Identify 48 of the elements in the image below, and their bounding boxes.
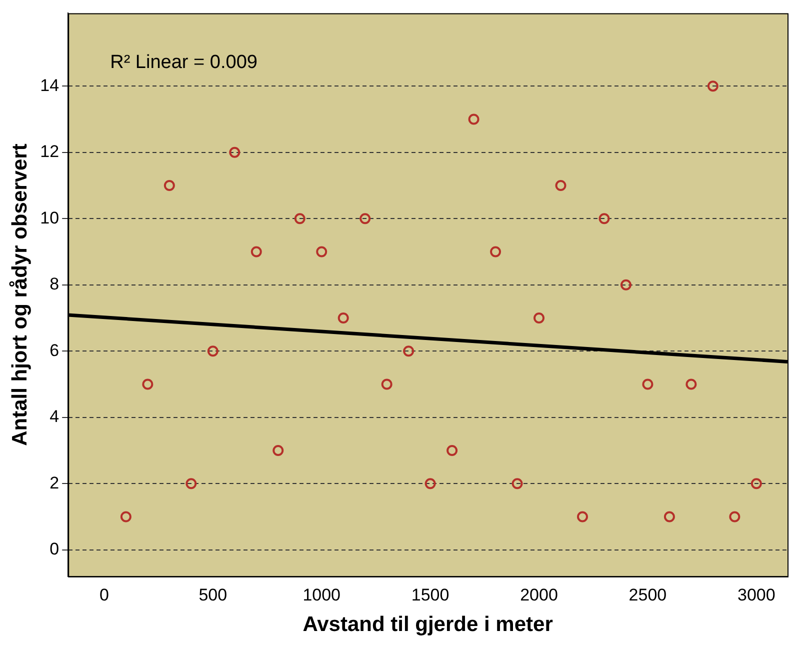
- point: [686, 378, 697, 390]
- point: [598, 213, 610, 224]
- point: [576, 511, 588, 522]
- y-tick-label: 14: [40, 76, 60, 95]
- x-tick-label: 1500: [411, 585, 450, 604]
- x-tick-label: 3000: [737, 585, 776, 604]
- point: [403, 346, 414, 357]
- y-tick-label: 10: [40, 208, 60, 228]
- y-tick-label: 2: [50, 473, 60, 492]
- x-tick-label: 2500: [628, 585, 667, 604]
- point: [294, 213, 306, 224]
- point: [490, 246, 502, 258]
- point: [338, 312, 349, 324]
- point: [707, 80, 718, 92]
- x-tick-label: 0: [99, 585, 109, 604]
- point: [142, 378, 154, 390]
- point: [750, 478, 762, 490]
- x-tick-label: 500: [198, 585, 228, 604]
- y-tick-label: 0: [50, 540, 60, 559]
- y-axis-title: Antall hjort og rådyr observert: [8, 144, 32, 446]
- point: [381, 378, 392, 390]
- point: [555, 180, 566, 191]
- point: [207, 346, 218, 357]
- point: [360, 213, 371, 224]
- point: [729, 511, 740, 522]
- point: [424, 478, 436, 490]
- point: [120, 511, 132, 522]
- point: [446, 445, 458, 456]
- x-axis-title: Avstand til gjerde i meter: [302, 613, 553, 636]
- point: [534, 312, 545, 324]
- y-tick-label: 12: [40, 142, 60, 162]
- y-tick-label: 6: [50, 340, 60, 360]
- point: [468, 114, 480, 125]
- point: [272, 445, 284, 456]
- point: [664, 511, 675, 522]
- point: [620, 279, 632, 290]
- x-tick-label: 1000: [302, 585, 341, 604]
- point: [512, 478, 523, 490]
- x-tick-label: 2000: [520, 585, 558, 604]
- y-tick-label: 8: [50, 274, 60, 294]
- point: [250, 246, 262, 258]
- point: [642, 378, 654, 390]
- annotation: R² Linear = 0.009: [110, 52, 258, 73]
- point: [316, 246, 328, 258]
- y-tick-label: 4: [50, 407, 60, 426]
- point: [164, 180, 175, 191]
- point: [229, 146, 240, 158]
- point: [186, 478, 197, 490]
